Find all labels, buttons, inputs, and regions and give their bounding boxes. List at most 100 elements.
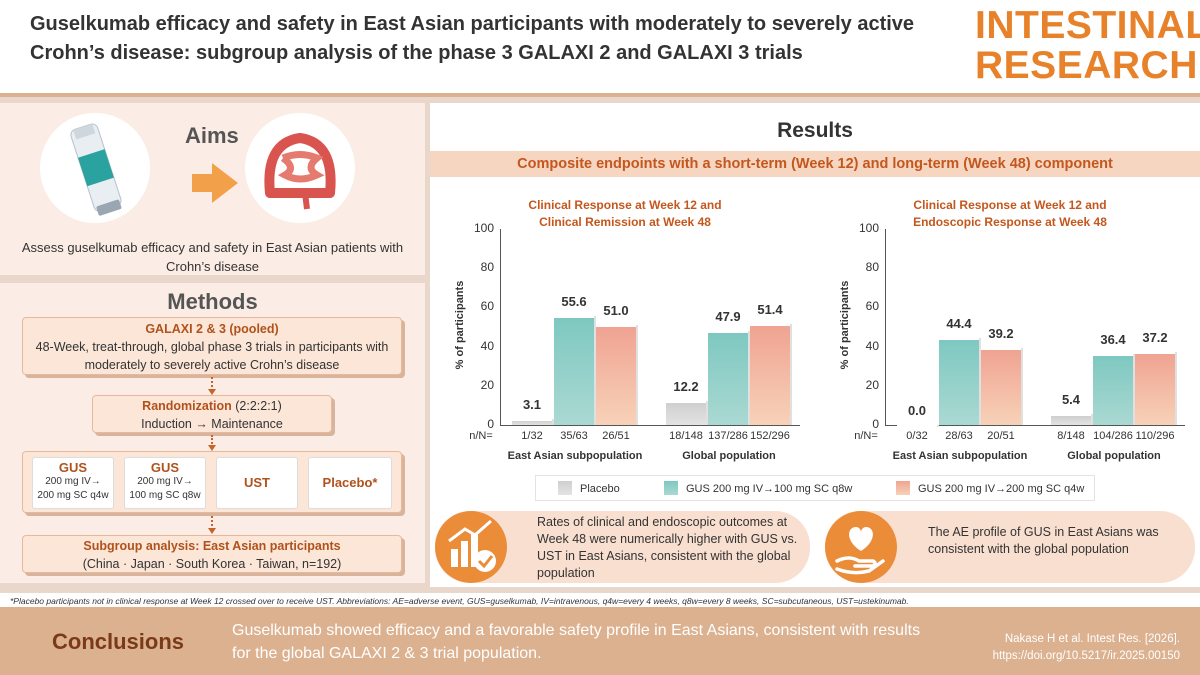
legend-label-placebo: Placebo	[580, 483, 620, 495]
arm-placebo-name: Placebo*	[322, 475, 378, 490]
bar-value-label: 51.0	[603, 303, 629, 319]
arm-gus-q8w-detail1: 200 mg IV→	[137, 476, 193, 487]
x-axis-line	[500, 425, 800, 426]
finding-safety-box: The AE profile of GUS in East Asians was…	[825, 511, 1195, 583]
bar	[554, 316, 594, 425]
group-label: Global population	[682, 450, 776, 462]
header: Guselkumab efficacy and safety in East A…	[0, 0, 1200, 97]
n-label: 26/51	[602, 430, 630, 442]
bar	[1051, 414, 1091, 425]
bar	[750, 324, 790, 425]
main-area: Aims Assess guselkumab efficacy and safe…	[0, 97, 1200, 593]
chart-title-line-1: Clinical Response at Week 12 and	[913, 198, 1107, 212]
y-tick-label: 60	[865, 299, 879, 314]
trial-design-title: GALAXI 2 & 3 (pooled)	[145, 322, 279, 336]
connector-2-arrow	[208, 445, 216, 451]
conclusions-text: Guselkumab showed efficacy and a favorab…	[232, 622, 921, 662]
n-prefix-label: n/N=	[854, 430, 878, 442]
conclusions-title: Conclusions	[52, 629, 185, 654]
y-axis-label: % of participants	[454, 280, 466, 370]
y-tick-label: 80	[480, 260, 494, 275]
arrow-right-icon	[212, 163, 238, 203]
finding-safety-text: The AE profile of GUS in East Asians was…	[928, 525, 1159, 556]
bar	[708, 331, 748, 425]
aims-text: Assess guselkumab efficacy and safety in…	[21, 240, 404, 274]
group-label: East Asian subpopulation	[892, 450, 1028, 462]
bar-value-label: 51.4	[757, 302, 783, 318]
arm-gus-q8w-name: GUS	[150, 460, 180, 475]
randomization-title: Randomization	[142, 399, 232, 413]
n-label: 104/286	[1093, 430, 1133, 442]
chart-title-line-1: Clinical Response at Week 12 and	[528, 198, 722, 212]
arm-gus-q4w-detail2: 200 mg SC q4w	[37, 490, 109, 501]
y-tick-label: 80	[865, 260, 879, 275]
y-axis-line	[500, 229, 501, 425]
n-label: 152/296	[750, 430, 790, 442]
page-title: Guselkumab efficacy and safety in East A…	[30, 13, 915, 64]
chart-clinical-remission: Clinical Response at Week 12 and Clinical…	[430, 189, 815, 469]
arm-ust-name: UST	[244, 475, 270, 490]
results-panel: Results Composite endpoints with a short…	[430, 103, 1200, 587]
legend-swatch-gus-q8w	[664, 481, 678, 495]
bar-value-label: 55.6	[561, 294, 587, 310]
chart-title: Clinical Response at Week 12 and Endoscop…	[865, 197, 1155, 231]
citation: Nakase H et al. Intest Res. [2026]. http…	[940, 631, 1180, 665]
y-tick-label: 20	[480, 377, 494, 392]
y-axis-line	[885, 229, 886, 425]
arms-box: GUS 200 mg IV→ 200 mg SC q4w GUS 200 mg …	[22, 451, 402, 513]
subgroup-box: Subgroup analysis: East Asian participan…	[22, 535, 402, 573]
n-label: 8/148	[1057, 430, 1085, 442]
n-label: 18/148	[669, 430, 703, 442]
finding-efficacy-text: Rates of clinical and endoscopic outcome…	[537, 515, 798, 580]
bar-value-label: 36.4	[1100, 331, 1126, 347]
n-label: 1/32	[521, 430, 543, 442]
chart-legend: Placebo GUS 200 mg IV→100 mg SC q8w GUS …	[535, 475, 1095, 501]
trial-design-text: 48-Week, treat-through, global phase 3 t…	[35, 340, 389, 372]
arm-ust: UST	[216, 457, 298, 509]
subgroup-text: (China · Japan · South Korea · Taiwan, n…	[82, 557, 342, 571]
drug-vial-icon	[40, 113, 150, 223]
n-prefix-label: n/N=	[469, 430, 493, 442]
methods-panel: Methods GALAXI 2 & 3 (pooled) 48-Week, t…	[0, 283, 425, 583]
y-tick-label: 40	[865, 338, 879, 353]
bar-value-label: 47.9	[715, 309, 741, 325]
y-axis-label: % of participants	[839, 280, 851, 370]
bar-value-label: 37.2	[1142, 330, 1168, 346]
chart-title-line-2: Clinical Remission at Week 48	[539, 215, 711, 229]
bar-value-label: 12.2	[673, 379, 699, 395]
y-tick-label: 40	[480, 338, 494, 353]
trial-design-box: GALAXI 2 & 3 (pooled) 48-Week, treat-thr…	[22, 317, 402, 375]
arm-gus-q8w: GUS 200 mg IV→ 100 mg SC q8w	[124, 457, 206, 509]
bar-value-label: 5.4	[1061, 392, 1081, 408]
legend-label-gus-q4w: GUS 200 mg IV→200 mg SC q4w	[918, 483, 1085, 495]
chart-endoscopic-response: Clinical Response at Week 12 and Endoscop…	[815, 189, 1200, 469]
legend-label-gus-q8w: GUS 200 mg IV→100 mg SC q8w	[686, 483, 853, 495]
bar	[939, 337, 979, 425]
x-axis-line	[885, 425, 1185, 426]
composite-endpoints-band: Composite endpoints with a short-term (W…	[430, 151, 1200, 177]
n-label: 0/32	[906, 430, 928, 442]
citation-ref: Nakase H et al. Intest Res. [2026].	[1004, 633, 1180, 645]
connector-1	[211, 377, 213, 391]
bar-value-label: 3.1	[522, 396, 542, 412]
methods-title: Methods	[167, 289, 258, 314]
bar	[666, 401, 706, 425]
journal-logo: INTESTINAL RESEARCH	[975, 6, 1200, 86]
arm-gus-q4w: GUS 200 mg IV→ 200 mg SC q4w	[32, 457, 114, 509]
bar	[1093, 353, 1133, 425]
heart-hand-icon	[825, 511, 897, 583]
group-label: Global population	[1067, 450, 1161, 462]
y-tick-label: 100	[858, 221, 879, 235]
y-tick-label: 0	[487, 417, 494, 431]
conclusions-bar: Conclusions Guselkumab showed efficacy a…	[0, 607, 1200, 675]
n-label: 110/296	[1135, 430, 1175, 442]
connector-1-arrow	[208, 389, 216, 395]
legend-swatch-gus-q4w	[896, 481, 910, 495]
bar-value-label: 39.2	[988, 326, 1014, 342]
bar	[981, 348, 1021, 425]
aims-title: Aims	[185, 123, 239, 148]
bar	[897, 425, 937, 427]
subgroup-title: Subgroup analysis: East Asian participan…	[83, 539, 341, 553]
footnote: *Placebo participants not in clinical re…	[10, 596, 909, 606]
bar-value-label: 44.4	[946, 315, 972, 331]
